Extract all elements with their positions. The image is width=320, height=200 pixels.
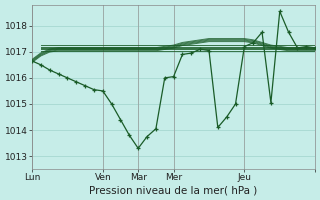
X-axis label: Pression niveau de la mer( hPa ): Pression niveau de la mer( hPa ) bbox=[90, 185, 258, 195]
